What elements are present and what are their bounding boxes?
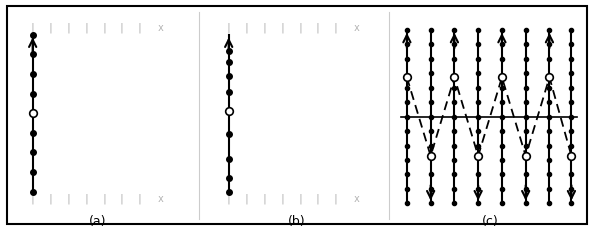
Text: (a): (a) bbox=[89, 215, 107, 228]
Text: x: x bbox=[353, 23, 359, 33]
Text: |: | bbox=[65, 193, 71, 204]
Text: |: | bbox=[65, 22, 71, 33]
Text: x: x bbox=[157, 194, 163, 204]
Text: |: | bbox=[333, 193, 339, 204]
Text: |: | bbox=[137, 193, 143, 204]
Text: |: | bbox=[119, 193, 125, 204]
Text: |: | bbox=[48, 193, 53, 204]
Text: |: | bbox=[101, 22, 107, 33]
Text: |: | bbox=[261, 22, 267, 33]
Text: |: | bbox=[333, 22, 339, 33]
Text: x: x bbox=[353, 194, 359, 204]
Text: |: | bbox=[30, 193, 36, 204]
Text: |: | bbox=[119, 22, 125, 33]
Text: |: | bbox=[101, 193, 107, 204]
Text: (b): (b) bbox=[288, 215, 306, 228]
Text: |: | bbox=[137, 22, 143, 33]
Text: |: | bbox=[279, 22, 285, 33]
Text: |: | bbox=[244, 22, 249, 33]
Text: |: | bbox=[226, 193, 232, 204]
Text: |: | bbox=[297, 22, 303, 33]
Text: |: | bbox=[261, 193, 267, 204]
Text: |: | bbox=[297, 193, 303, 204]
Text: |: | bbox=[83, 22, 89, 33]
Text: |: | bbox=[315, 193, 321, 204]
Text: |: | bbox=[226, 22, 232, 33]
Text: |: | bbox=[244, 193, 249, 204]
Text: |: | bbox=[279, 193, 285, 204]
Text: |: | bbox=[30, 22, 36, 33]
Text: (c): (c) bbox=[482, 215, 498, 228]
Text: |: | bbox=[83, 193, 89, 204]
Text: |: | bbox=[315, 22, 321, 33]
Text: x: x bbox=[157, 23, 163, 33]
Text: |: | bbox=[48, 22, 53, 33]
